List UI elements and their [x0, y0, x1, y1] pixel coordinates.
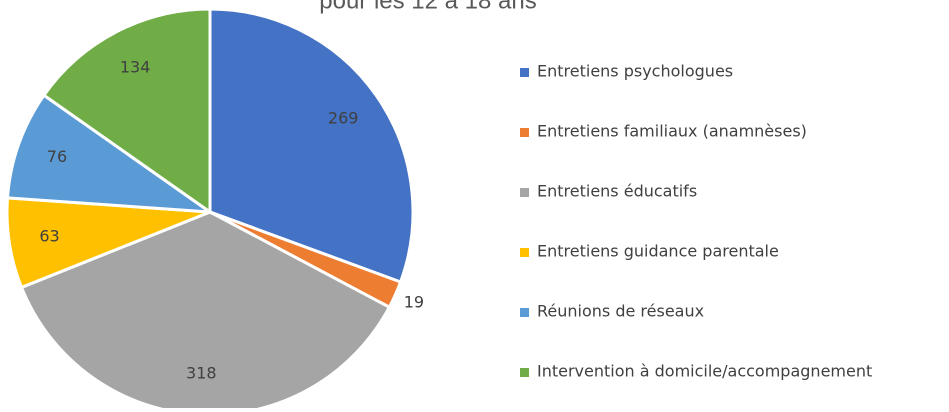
legend-swatch [520, 68, 529, 77]
legend-label: Intervention à domicile/accompagnement [537, 362, 872, 381]
legend-swatch [520, 308, 529, 317]
data-label: 63 [39, 227, 59, 246]
legend-swatch [520, 188, 529, 197]
legend-label: Entretiens psychologues [537, 62, 733, 81]
legend-swatch [520, 368, 529, 377]
data-label: 269 [328, 109, 359, 128]
legend-swatch [520, 128, 529, 137]
pie-slice [5, 93, 216, 214]
pie-slice [208, 7, 415, 284]
legend-label: Entretiens éducatifs [537, 182, 697, 201]
legend-label: Entretiens familiaux (anamnèses) [537, 122, 807, 141]
pie-slice [19, 210, 392, 412]
data-label: 76 [47, 147, 67, 166]
data-label: 318 [186, 364, 217, 383]
legend-label: Entretiens guidance parentale [537, 242, 779, 261]
legend-label: Réunions de réseaux [537, 302, 704, 321]
data-label: 19 [404, 293, 424, 312]
pie-slice [41, 7, 212, 215]
chart-title: pour les 12 à 18 ans [319, 0, 537, 14]
legend-swatch [520, 248, 529, 257]
data-label: 134 [120, 57, 151, 76]
